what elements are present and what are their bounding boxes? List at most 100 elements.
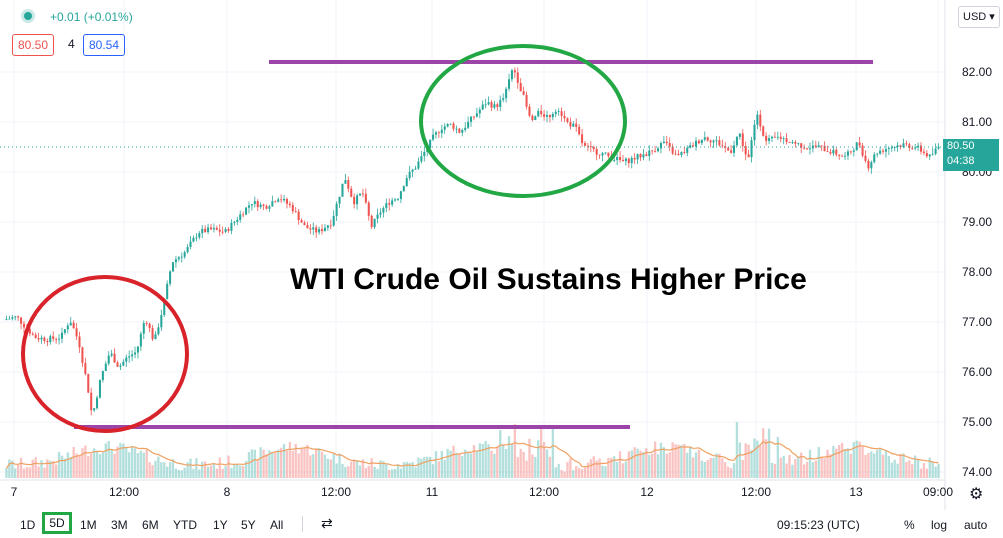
candle-body: [470, 116, 473, 122]
candle-body: [350, 188, 353, 197]
candle-body: [163, 299, 166, 316]
candle-body: [484, 104, 487, 106]
candle-body: [40, 337, 43, 340]
candle-body: [104, 363, 107, 372]
gear-icon[interactable]: ⚙: [969, 486, 984, 503]
candle-body: [619, 156, 622, 160]
volume-bar: [873, 453, 876, 478]
volume-bar: [905, 461, 908, 478]
candle-body: [560, 111, 563, 116]
price-chart[interactable]: 74.0075.0076.0077.0078.0079.0080.0081.00…: [0, 0, 1003, 510]
volume-bar: [884, 450, 888, 478]
volume-bar: [741, 460, 744, 478]
candle-body: [677, 154, 680, 155]
candle-body: [873, 154, 876, 163]
range-1m-button[interactable]: 1M: [80, 518, 97, 532]
candle-body: [826, 151, 829, 152]
volume-bar: [709, 457, 712, 478]
candle-body: [925, 153, 928, 157]
candle-body: [931, 153, 934, 155]
volume-bar: [481, 443, 484, 478]
range-6m-button[interactable]: 6M: [142, 518, 159, 532]
volume-bar: [69, 456, 72, 478]
candle-body: [388, 203, 391, 205]
volume-bar: [458, 454, 461, 478]
candle-body: [347, 180, 350, 189]
candle-body: [592, 146, 595, 150]
volume-bar: [396, 464, 400, 478]
ask-button[interactable]: 80.54: [83, 34, 126, 56]
clock-time[interactable]: 09:15:23 (UTC): [777, 518, 860, 532]
candle-body: [20, 317, 23, 324]
candle-body: [189, 241, 192, 248]
candle-body: [808, 148, 811, 150]
volume-bar: [744, 443, 747, 478]
candle-body: [399, 191, 402, 199]
range-3m-button[interactable]: 3M: [111, 518, 128, 532]
volume-bar: [402, 462, 406, 478]
log-toggle[interactable]: log: [931, 518, 948, 532]
volume-bar: [57, 451, 61, 478]
volume-bar: [598, 458, 601, 478]
currency-selector[interactable]: USD ▾: [958, 6, 1000, 28]
range-5d-button[interactable]: 5D: [42, 512, 72, 534]
volume-bar: [107, 441, 110, 478]
candle-body: [572, 123, 575, 127]
candle-body: [589, 146, 592, 148]
candle-body: [724, 146, 727, 148]
range-1d-button[interactable]: 1D: [20, 518, 36, 532]
volume-bar: [881, 454, 885, 478]
volume-bar: [14, 468, 17, 478]
volume-bar: [624, 461, 628, 478]
candle-body: [554, 111, 557, 115]
candle-body: [779, 136, 782, 139]
range-1y-button[interactable]: 1Y: [213, 518, 228, 532]
candle-body: [797, 143, 800, 145]
high-circle[interactable]: [419, 44, 627, 198]
low-circle[interactable]: [21, 275, 189, 433]
percent-toggle[interactable]: %: [904, 518, 915, 532]
candle-body: [668, 143, 671, 147]
candle-body: [911, 147, 914, 149]
candle-body: [125, 357, 128, 362]
volume-bar: [683, 443, 686, 478]
candle-body: [706, 137, 709, 141]
candle-body: [259, 204, 262, 208]
range-ytd-button[interactable]: YTD: [173, 518, 197, 532]
candle-body: [318, 229, 321, 233]
candle-body: [899, 145, 902, 147]
volume-bar: [788, 455, 791, 478]
candle-body: [177, 257, 180, 260]
volume-bar: [189, 458, 192, 478]
candle-body: [551, 114, 554, 118]
candle-body: [43, 337, 46, 342]
volume-bar: [478, 443, 481, 478]
candle-body: [63, 329, 66, 333]
candle-body: [110, 353, 113, 356]
volume-bar: [539, 427, 543, 478]
volume-bar: [385, 463, 388, 478]
candle-body: [280, 199, 283, 201]
range-5y-button[interactable]: 5Y: [241, 518, 256, 532]
auto-toggle[interactable]: auto: [964, 518, 988, 532]
candle-body: [423, 151, 426, 157]
volume-bar: [37, 466, 40, 478]
volume-bar: [919, 468, 923, 478]
candle-body: [478, 109, 481, 114]
volume-bar: [627, 451, 630, 478]
volume-bar: [72, 446, 75, 478]
volume-bar: [668, 452, 671, 478]
volume-bar: [341, 463, 344, 478]
volume-bar: [209, 465, 213, 478]
compare-icon[interactable]: ⇄: [321, 515, 333, 531]
candle-body: [841, 155, 844, 157]
bid-button[interactable]: 80.50: [12, 34, 55, 56]
range-all-button[interactable]: All: [270, 518, 284, 532]
volume-bar: [802, 464, 806, 478]
x-tick-label: 12: [640, 485, 654, 499]
y-tick-label: 76.00: [962, 365, 992, 379]
volume-bar: [417, 457, 420, 478]
candle-body: [876, 153, 879, 155]
candle-body: [271, 201, 274, 207]
candle-body: [171, 262, 175, 272]
